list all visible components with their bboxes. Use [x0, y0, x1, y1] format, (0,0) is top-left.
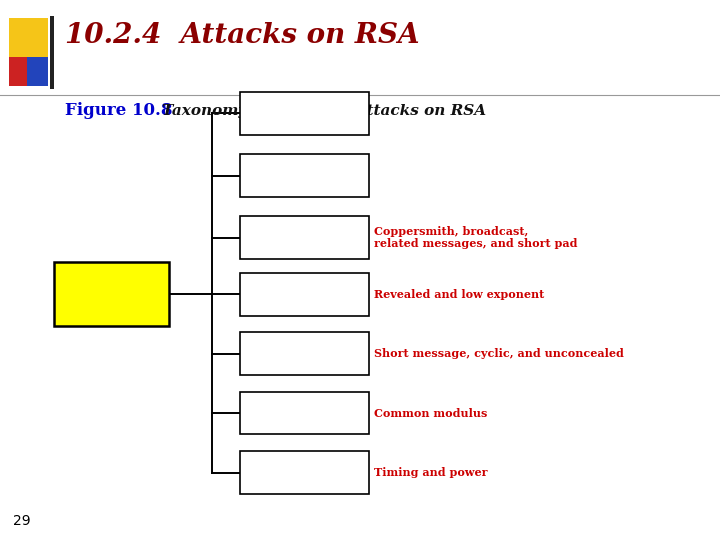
Text: Coppersmith, broadcast,
related messages, and short pad: Coppersmith, broadcast, related messages… — [374, 226, 578, 249]
Text: Potential attacks
on RSA: Potential attacks on RSA — [55, 280, 168, 308]
Text: Figure 10.8: Figure 10.8 — [65, 102, 172, 119]
Text: 29: 29 — [13, 514, 30, 528]
FancyBboxPatch shape — [240, 451, 369, 494]
Bar — [9, 57, 27, 86]
FancyBboxPatch shape — [240, 332, 369, 375]
Text: Decryption exponent: Decryption exponent — [242, 288, 366, 301]
Text: Chosen-ciphertext: Chosen-ciphertext — [250, 169, 359, 182]
FancyBboxPatch shape — [240, 273, 369, 315]
Text: Revealed and low exponent: Revealed and low exponent — [374, 289, 544, 300]
Text: Plaintext: Plaintext — [278, 347, 330, 360]
Text: 10.2.4  Attacks on RSA: 10.2.4 Attacks on RSA — [65, 22, 419, 49]
Text: Short message, cyclic, and unconcealed: Short message, cyclic, and unconcealed — [374, 348, 624, 359]
Text: Factorization: Factorization — [266, 107, 342, 120]
Text: Taxonomy of potential attacks on RSA: Taxonomy of potential attacks on RSA — [162, 104, 486, 118]
Text: Modulus: Modulus — [279, 407, 329, 420]
Text: Implementation: Implementation — [257, 466, 351, 479]
Text: Timing and power: Timing and power — [374, 467, 488, 478]
Text: Common modulus: Common modulus — [374, 408, 487, 418]
FancyBboxPatch shape — [240, 92, 369, 134]
FancyBboxPatch shape — [240, 216, 369, 259]
Text: Encryption exponent: Encryption exponent — [243, 231, 366, 244]
FancyBboxPatch shape — [55, 262, 168, 326]
Bar — [27, 57, 48, 86]
FancyBboxPatch shape — [240, 154, 369, 197]
FancyBboxPatch shape — [240, 392, 369, 434]
Bar — [9, 18, 48, 57]
Bar — [50, 16, 54, 89]
